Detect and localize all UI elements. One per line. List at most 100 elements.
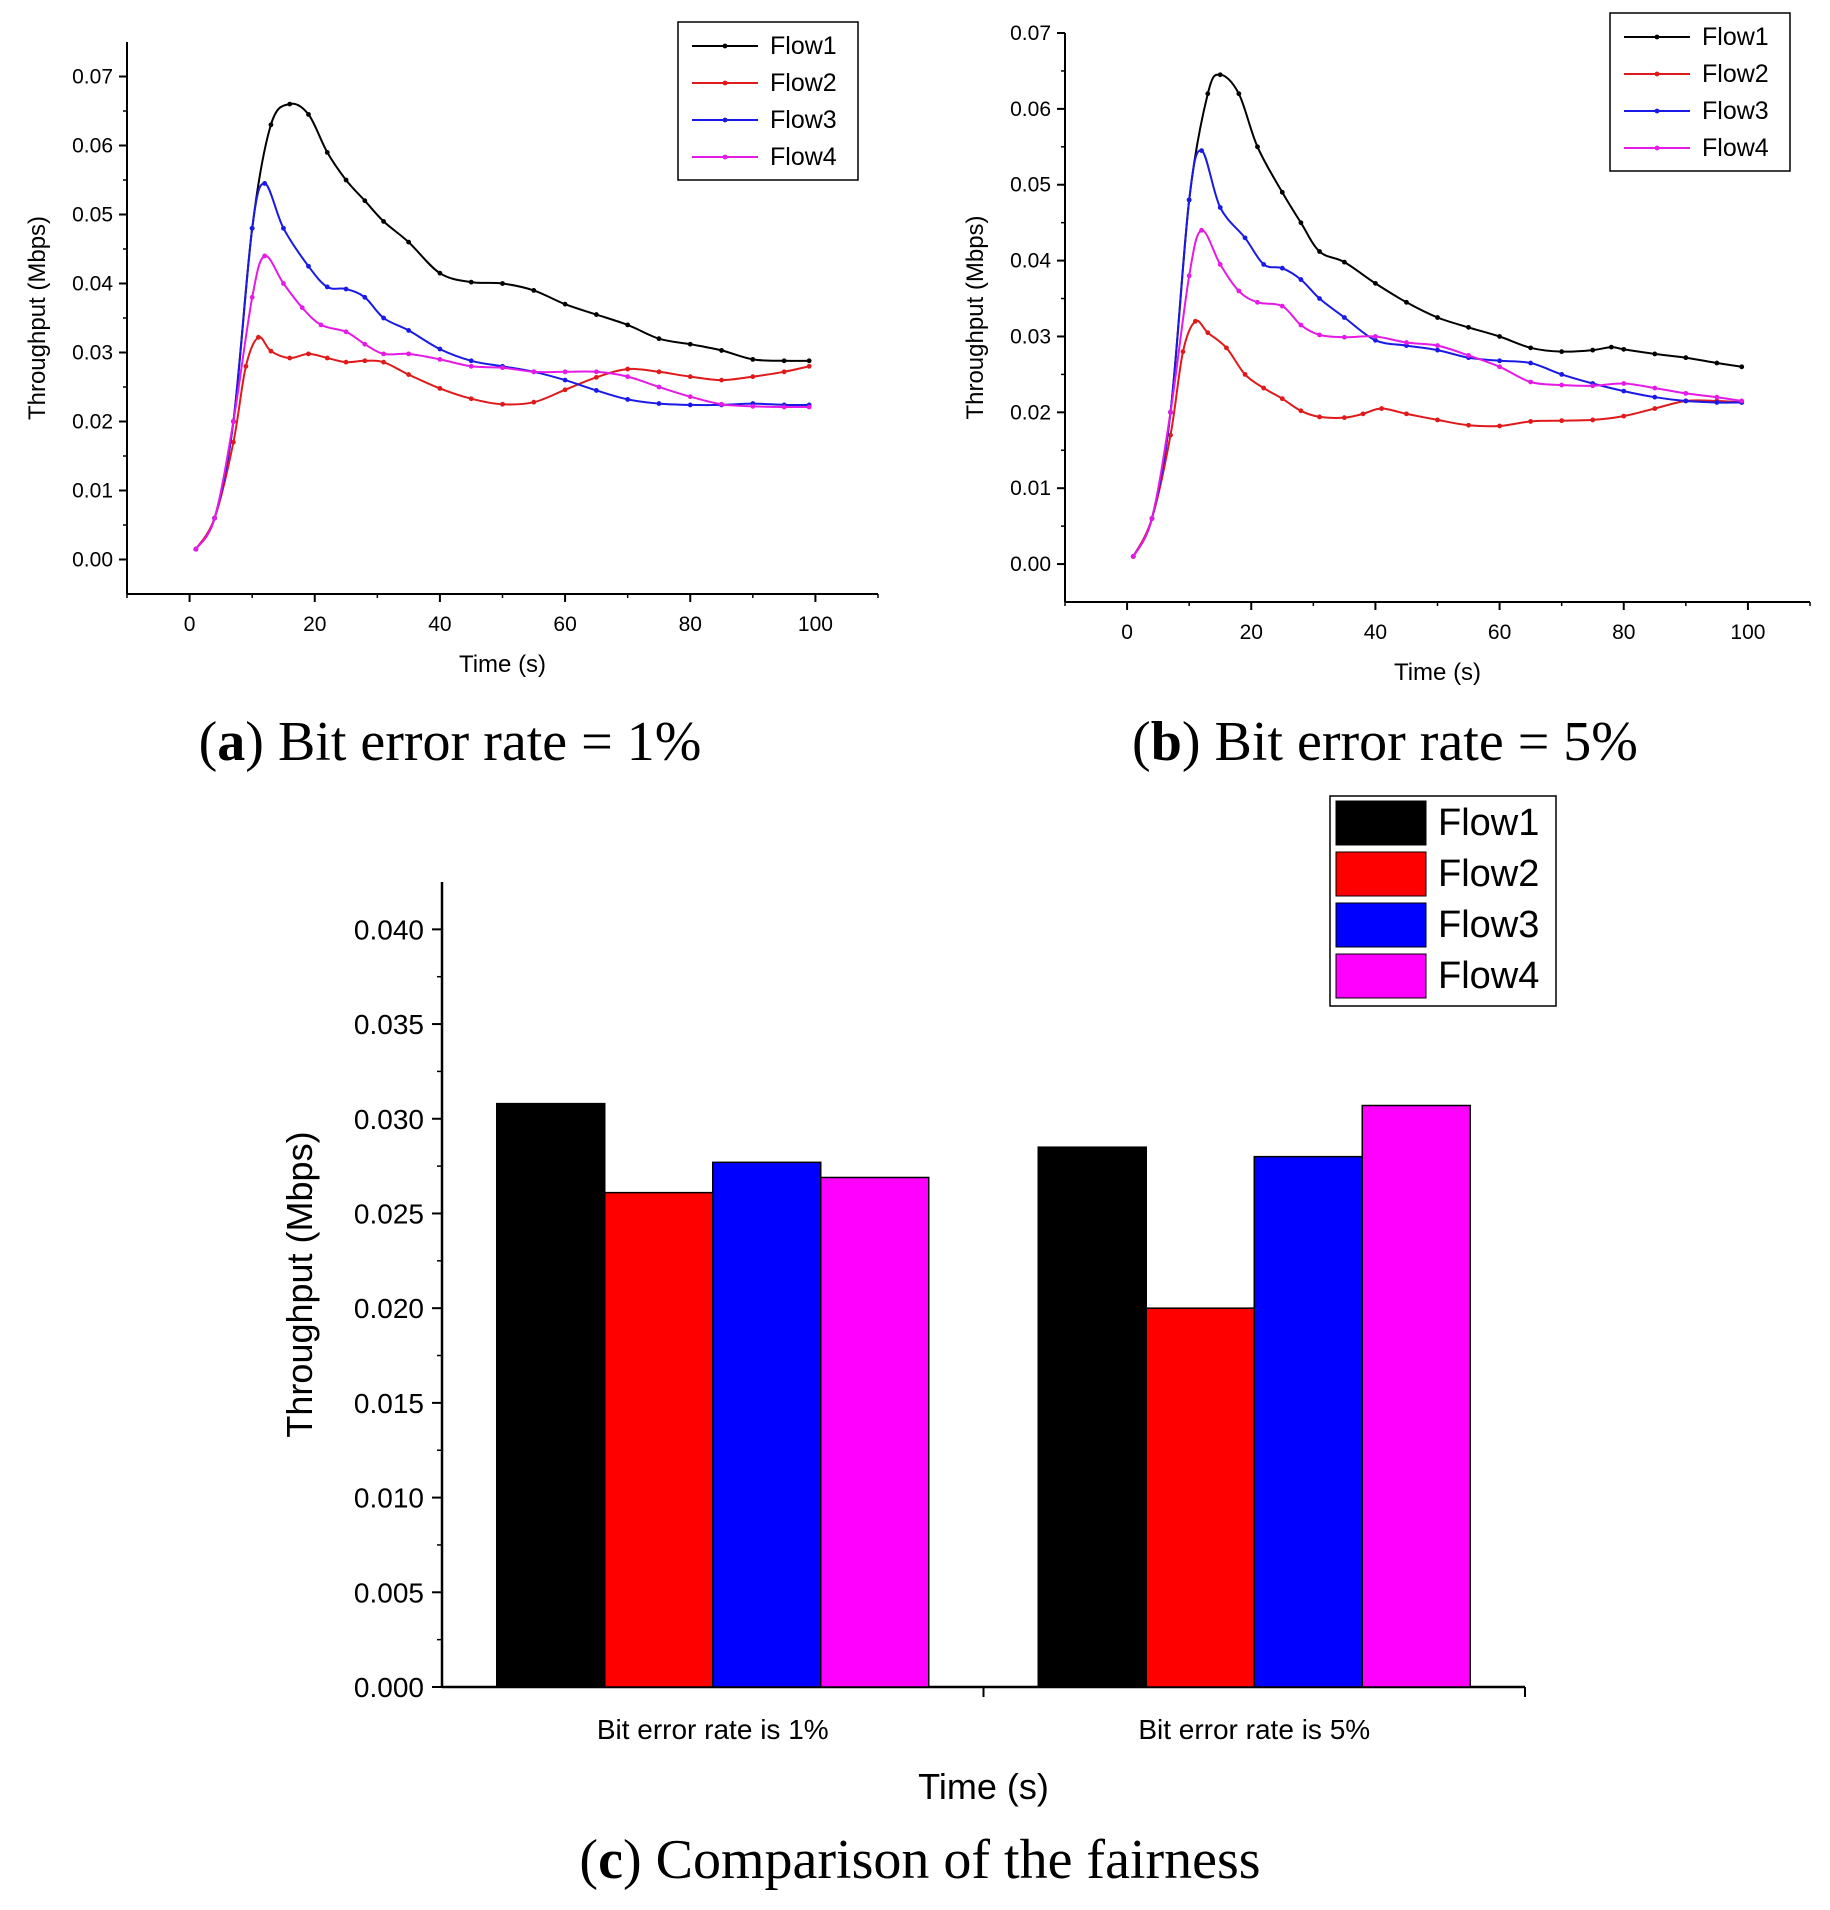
- data-point: [1404, 340, 1409, 345]
- x-category-label: Bit error rate is 5%: [1138, 1714, 1370, 1745]
- y-tick-label: 0.00: [1010, 553, 1051, 576]
- data-point: [687, 374, 693, 380]
- x-tick-label: 60: [1488, 621, 1511, 644]
- data-point: [1435, 315, 1440, 320]
- data-point: [1435, 343, 1440, 348]
- legend-label: Flow4: [1702, 134, 1769, 162]
- data-point: [437, 385, 443, 391]
- data-point: [1298, 322, 1304, 328]
- y-tick-label: 0.07: [72, 66, 113, 89]
- data-point: [1590, 347, 1596, 353]
- y-tick-label: 0.040: [354, 914, 424, 945]
- data-point: [531, 369, 537, 375]
- data-point: [1192, 318, 1198, 324]
- data-point: [781, 369, 787, 375]
- y-tick-label: 0.000: [354, 1672, 424, 1703]
- x-axis-label: Time (s): [459, 651, 546, 678]
- y-tick-label: 0.010: [354, 1483, 424, 1514]
- legend-label: Flow4: [770, 143, 837, 171]
- data-point: [806, 404, 812, 410]
- legend-box: [677, 21, 859, 181]
- data-point: [1180, 349, 1186, 355]
- data-point: [1466, 324, 1471, 330]
- data-point: [262, 181, 268, 186]
- legend-marker: [722, 154, 728, 160]
- data-point: [1168, 432, 1173, 438]
- data-point: [1360, 411, 1366, 417]
- y-tick-label: 0.05: [72, 204, 113, 227]
- data-point: [343, 286, 349, 292]
- data-point: [1186, 273, 1192, 279]
- caption-c-letter: c: [598, 1829, 623, 1891]
- x-tick-label: 80: [1612, 621, 1635, 644]
- data-point: [1528, 419, 1534, 424]
- data-point: [562, 377, 568, 383]
- data-point: [1317, 332, 1322, 338]
- data-point: [287, 355, 293, 361]
- data-point: [1149, 516, 1155, 521]
- y-tick-label: 0.030: [354, 1104, 424, 1135]
- y-tick-label: 0.005: [354, 1577, 424, 1608]
- chart-b-axes: 0.00 0.01 0.02 0.03 0.04 0.05 0.06 0.07 0 20 40 60 8…: [962, 22, 1811, 686]
- data-point: [719, 377, 724, 383]
- data-point: [1317, 249, 1322, 254]
- data-point: [193, 546, 199, 552]
- y-tick-label: 0.04: [1010, 250, 1051, 273]
- data-point: [1404, 299, 1409, 305]
- caption-a-letter: a: [217, 711, 245, 773]
- data-point: [1466, 422, 1471, 428]
- data-point: [656, 336, 662, 342]
- data-point: [381, 359, 386, 365]
- data-point: [1590, 383, 1596, 389]
- x-tick-label: 40: [1364, 621, 1387, 644]
- bar-flow2: [1145, 1307, 1255, 1688]
- y-tick-label: 0.03: [72, 342, 113, 365]
- legend-label: Flow4: [1438, 955, 1539, 997]
- data-point: [468, 358, 474, 364]
- data-point: [1130, 554, 1136, 559]
- data-point: [306, 263, 311, 269]
- data-point: [362, 358, 368, 364]
- data-point: [256, 334, 261, 340]
- data-point: [500, 401, 505, 407]
- data-point: [343, 329, 349, 335]
- chart-b-legend: Flow1 Flow2 Flow3 Flow4: [1609, 12, 1791, 172]
- data-point: [1652, 351, 1658, 357]
- data-point: [1652, 385, 1658, 391]
- y-tick-label: 0.07: [1010, 22, 1051, 45]
- data-point: [1379, 406, 1385, 411]
- y-tick-label: 0.01: [1010, 477, 1051, 500]
- data-point: [1236, 288, 1242, 294]
- y-tick-label: 0.05: [1010, 174, 1051, 197]
- data-point: [406, 351, 412, 357]
- data-point: [1217, 205, 1223, 210]
- legend-swatch-flow3: [1335, 902, 1427, 948]
- bar-flow4: [820, 1176, 930, 1688]
- data-point: [1739, 364, 1745, 370]
- data-point: [1559, 372, 1565, 377]
- x-axis-label: Time (s): [1394, 659, 1481, 686]
- data-point: [268, 122, 274, 128]
- data-point: [381, 315, 386, 321]
- data-point: [625, 366, 631, 372]
- chart-c-legend: Flow1 Flow2 Flow3 Flow4: [1329, 795, 1557, 1007]
- data-point: [1621, 413, 1627, 419]
- chart-b-series: [1130, 72, 1745, 559]
- data-point: [1373, 337, 1378, 343]
- data-point: [806, 363, 812, 369]
- legend-label: Flow3: [1438, 904, 1539, 946]
- y-tick-label: 0.020: [354, 1293, 424, 1324]
- legend-label: Flow1: [1702, 23, 1769, 51]
- data-point: [318, 322, 324, 328]
- data-point: [1224, 345, 1229, 351]
- data-point: [531, 399, 537, 405]
- legend-swatch-flow2: [1335, 851, 1427, 897]
- data-point: [1261, 261, 1267, 267]
- data-point: [362, 341, 368, 347]
- data-point: [593, 374, 599, 380]
- data-point: [306, 112, 311, 117]
- data-point: [281, 225, 286, 231]
- x-tick-label: 0: [184, 613, 196, 636]
- data-point: [1373, 280, 1378, 286]
- data-point: [719, 348, 724, 353]
